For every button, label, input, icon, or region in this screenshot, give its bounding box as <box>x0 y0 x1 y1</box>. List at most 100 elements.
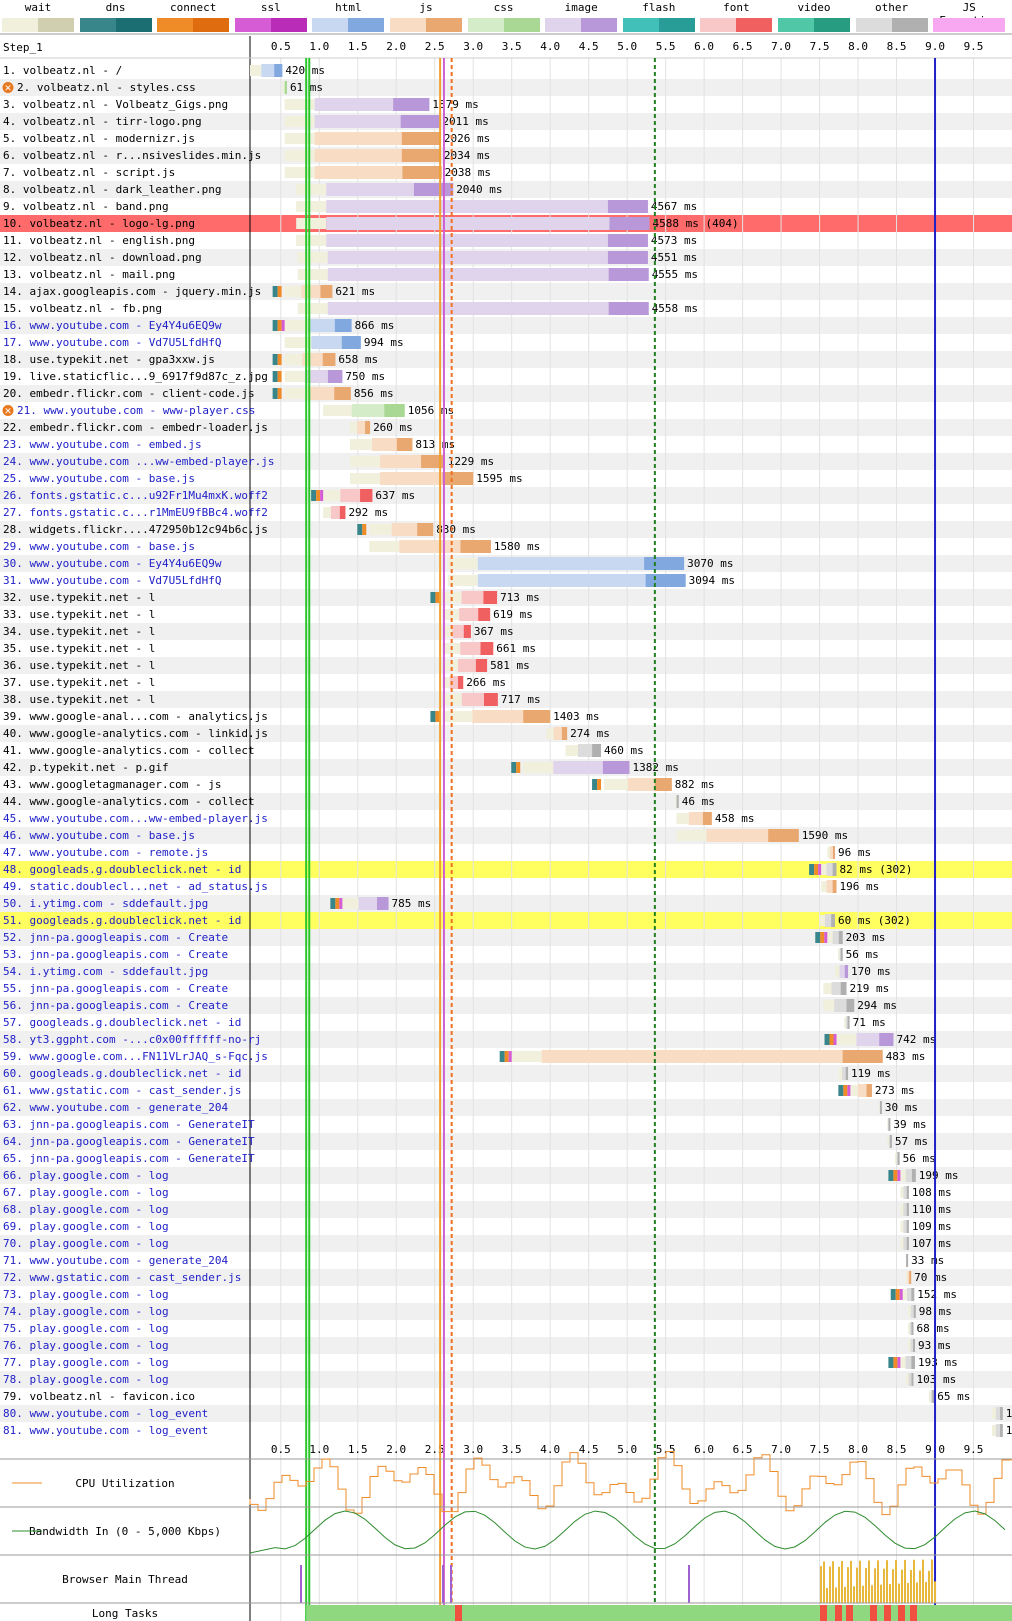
download-segment <box>334 387 351 400</box>
dns-segment <box>511 762 517 773</box>
wait-segment <box>900 1238 904 1249</box>
main-thread-bar <box>832 1561 834 1603</box>
legend-swatch <box>234 18 307 32</box>
download-segment <box>913 1339 916 1352</box>
download-segment <box>1000 1407 1003 1420</box>
download-segment <box>284 81 287 94</box>
request-duration: 2026 ms <box>444 132 490 145</box>
legend-label: css <box>493 1 514 14</box>
request-label: 78. play.google.com - log <box>3 1373 169 1386</box>
download-segment <box>832 863 837 876</box>
download-segment <box>676 795 679 808</box>
request-duration: 196 ms <box>840 880 880 893</box>
wait-segment <box>887 1136 889 1147</box>
request-bar <box>477 557 685 570</box>
wait-segment <box>284 337 312 348</box>
wait-segment <box>447 558 478 569</box>
download-segment <box>840 948 843 961</box>
wait-segment <box>350 456 381 467</box>
main-thread-bar <box>922 1559 924 1603</box>
download-segment <box>845 1067 849 1080</box>
legend-label: dns <box>105 1 126 14</box>
request-label: 81. www.youtube.com - log_event <box>3 1424 208 1437</box>
download-segment <box>897 1152 900 1165</box>
request-duration: 119 ms <box>851 1067 891 1080</box>
main-thread-bar <box>820 1566 822 1603</box>
row-background <box>0 385 1012 402</box>
legend-item-ssl: ssl <box>234 0 308 34</box>
main-thread-bar <box>928 1570 930 1603</box>
request-label: 47. www.youtube.com - remote.js <box>3 846 208 859</box>
wait-segment <box>523 762 554 773</box>
long-task-block <box>910 1605 917 1621</box>
wait-segment <box>900 1170 906 1181</box>
row-background <box>0 317 1012 334</box>
request-label: 29. www.youtube.com - base.js <box>3 540 195 553</box>
wait-segment <box>604 779 628 790</box>
main-thread-bar <box>871 1585 873 1603</box>
download-segment <box>393 98 430 111</box>
download-segment <box>322 353 336 366</box>
request-bar <box>842 1067 849 1080</box>
wait-segment <box>895 1153 897 1164</box>
request-label: 28. widgets.flickr....472950b12c94b6c.js <box>3 523 268 536</box>
row-background <box>0 1167 1012 1184</box>
long-task-block <box>870 1605 877 1621</box>
request-label: 39. www.google-anal...com - analytics.js <box>3 710 268 723</box>
download-segment <box>607 251 648 264</box>
long-task-block <box>884 1605 891 1621</box>
wait-segment <box>323 405 352 416</box>
request-label: 20. embedr.flickr.com - client-code.js <box>3 387 255 400</box>
request-label: 32. use.typekit.net - l <box>3 591 155 604</box>
download-segment <box>1000 1424 1003 1437</box>
request-bar <box>326 217 650 230</box>
ssl-segment <box>897 1357 902 1368</box>
request-bar <box>541 1050 883 1063</box>
dns-segment <box>809 864 815 875</box>
request-duration: 110 ms <box>912 1203 952 1216</box>
download-segment <box>480 642 494 655</box>
request-label: 59. www.google.com...FN11VLrJAQ_s-Fqc.js <box>3 1050 268 1063</box>
request-duration: 107 ms <box>912 1237 952 1250</box>
request-label: 2. volbeatz.nl - styles.css <box>17 81 196 94</box>
request-bar <box>995 1407 1003 1420</box>
dns-segment <box>272 320 278 331</box>
request-label: 49. static.doublecl...net - ad_status.js <box>3 880 268 893</box>
request-label: 80. www.youtube.com - log_event <box>3 1407 208 1420</box>
download-segment <box>911 1288 915 1301</box>
wait-segment <box>350 422 358 433</box>
main-thread-bar <box>868 1560 870 1603</box>
download-segment <box>608 302 649 315</box>
tick-label-top: 9.0 <box>925 40 945 53</box>
row-background <box>0 1184 1012 1201</box>
dns-segment <box>272 388 278 399</box>
request-label: 53. jnn-pa.googleapis.com - Create <box>3 948 228 961</box>
download-segment <box>607 200 648 213</box>
legend-item-image: image <box>544 0 618 34</box>
wait-segment <box>991 1425 996 1436</box>
connect-segment <box>435 592 440 603</box>
request-duration: 2038 ms <box>445 166 491 179</box>
row-background <box>0 1286 1012 1303</box>
dns-segment <box>330 898 336 909</box>
request-duration: 57 ms <box>895 1135 928 1148</box>
wait-segment <box>284 99 315 110</box>
row-background <box>0 62 1012 79</box>
request-label: 1. volbeatz.nl - / <box>3 64 122 77</box>
request-label: 71. www.youtube.com - generate_204 <box>3 1254 229 1267</box>
row-background <box>0 912 1012 929</box>
row-background <box>0 521 1012 538</box>
wait-segment <box>250 65 262 76</box>
request-duration: 274 ms <box>570 727 610 740</box>
request-label: 50. i.ytimg.com - sddefault.jpg <box>3 897 208 910</box>
row-background <box>0 606 1012 623</box>
main-thread-bar <box>904 1559 906 1603</box>
request-duration: 2040 ms <box>456 183 502 196</box>
request-bar <box>829 846 835 859</box>
download-segment <box>906 1220 909 1233</box>
request-duration: 292 ms <box>348 506 388 519</box>
ssl-segment <box>833 1034 838 1045</box>
request-duration: 1403 ms <box>553 710 599 723</box>
wait-segment <box>902 1289 907 1300</box>
request-duration: 96 ms <box>838 846 871 859</box>
